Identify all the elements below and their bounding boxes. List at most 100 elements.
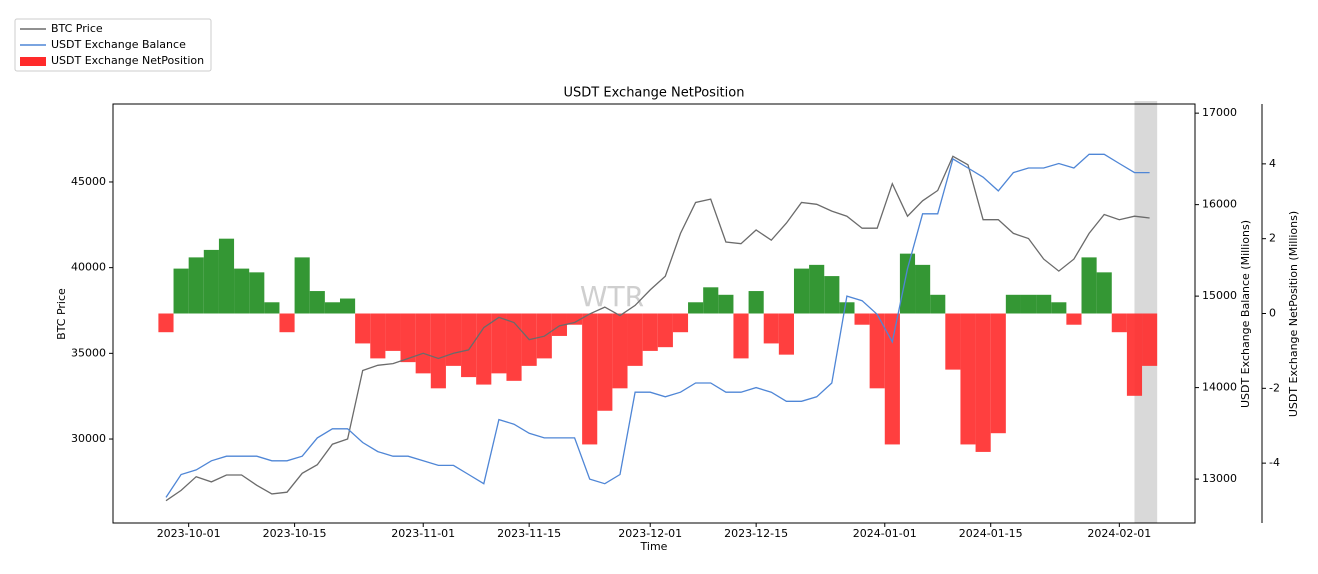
bar [415,313,431,374]
bar [173,268,189,314]
bar [642,313,658,351]
bar [339,298,356,314]
bar [899,253,916,314]
legend-label: USDT Exchange NetPosition [51,54,204,67]
bar [915,264,931,314]
bar [355,313,371,344]
bar [672,313,689,333]
bar [370,313,386,359]
bar [627,313,643,366]
y2-tick-label: 13000 [1202,472,1237,485]
bar [612,313,628,389]
bar [476,313,492,385]
bar [582,313,598,445]
x-axis-label: Time [640,540,668,553]
bar [445,313,462,366]
bar [869,313,885,389]
bar [688,302,704,314]
bar [945,313,961,370]
bar [279,313,295,333]
legend-box [14,18,212,72]
bar [809,264,825,314]
bar [1142,313,1158,366]
bar [249,272,265,314]
y2-axis-label: USDT Exchange Balance (Millions) [1239,220,1252,408]
bar [158,313,174,333]
watermark: WTR [580,280,644,313]
y3-tick-label: -2 [1269,381,1280,394]
bar [461,313,477,378]
y2-tick-label: 14000 [1202,381,1237,394]
bar [1020,294,1037,314]
bar [748,291,764,314]
x-tick-label: 2024-01-15 [959,527,1023,540]
bar [1036,294,1052,314]
bar [657,313,673,348]
y-tick-label: 40000 [71,261,106,274]
x-tick-label: 2023-12-01 [618,527,682,540]
y3-axis-label: USDT Exchange NetPosition (Millions) [1287,211,1300,417]
bar [930,294,946,314]
bar [218,238,235,314]
y-tick-label: 45000 [71,175,106,188]
bar [839,302,855,314]
bar [506,313,522,381]
bar [1066,313,1082,325]
bar [1111,313,1127,333]
bar [551,313,567,336]
y-tick-label: 30000 [71,432,106,445]
y2-tick-label: 16000 [1202,198,1237,211]
bar [324,302,340,314]
bar [1005,294,1021,314]
bar [793,268,810,314]
y-tick-label: 35000 [71,346,106,359]
bar [188,257,204,314]
bar [703,287,719,314]
bar [1126,313,1143,396]
bar [778,313,794,355]
bar [1051,302,1067,314]
line [165,155,1150,502]
y2-tick-label: 15000 [1202,289,1237,302]
x-tick-label: 2024-02-01 [1087,527,1151,540]
x-tick-label: 2023-12-15 [724,527,788,540]
bar [385,313,401,351]
bar [234,268,250,314]
bar [854,313,870,325]
chart-title: USDT Exchange NetPosition [564,86,745,101]
bar [718,294,734,314]
bar [491,313,507,374]
legend-label: BTC Price [51,22,103,35]
bar [264,302,280,314]
bar [990,313,1006,434]
bar [733,313,749,359]
bar [763,313,779,344]
line [165,153,1150,498]
legend-label: USDT Exchange Balance [51,38,186,51]
bar [597,313,613,411]
bar [975,313,991,452]
bar [1096,272,1112,314]
y3-tick-label: 0 [1269,307,1276,320]
y-axis-label: BTC Price [55,288,68,340]
x-tick-label: 2023-10-15 [263,527,327,540]
bar [400,313,416,363]
bar [203,249,219,314]
x-tick-label: 2024-01-01 [853,527,917,540]
bar [824,276,840,314]
y3-tick-label: 4 [1269,157,1276,170]
bar [1081,257,1097,314]
y3-tick-label: 2 [1269,232,1276,245]
y3-tick-label: -4 [1269,456,1280,469]
legend-swatch [20,57,46,66]
bar [884,313,900,445]
bar [566,313,583,325]
x-tick-label: 2023-10-01 [157,527,221,540]
bar [430,313,446,389]
x-tick-label: 2023-11-15 [497,527,561,540]
x-tick-label: 2023-11-01 [391,527,455,540]
bar [309,291,325,314]
bar [294,257,310,314]
shaded-span [1134,101,1158,523]
